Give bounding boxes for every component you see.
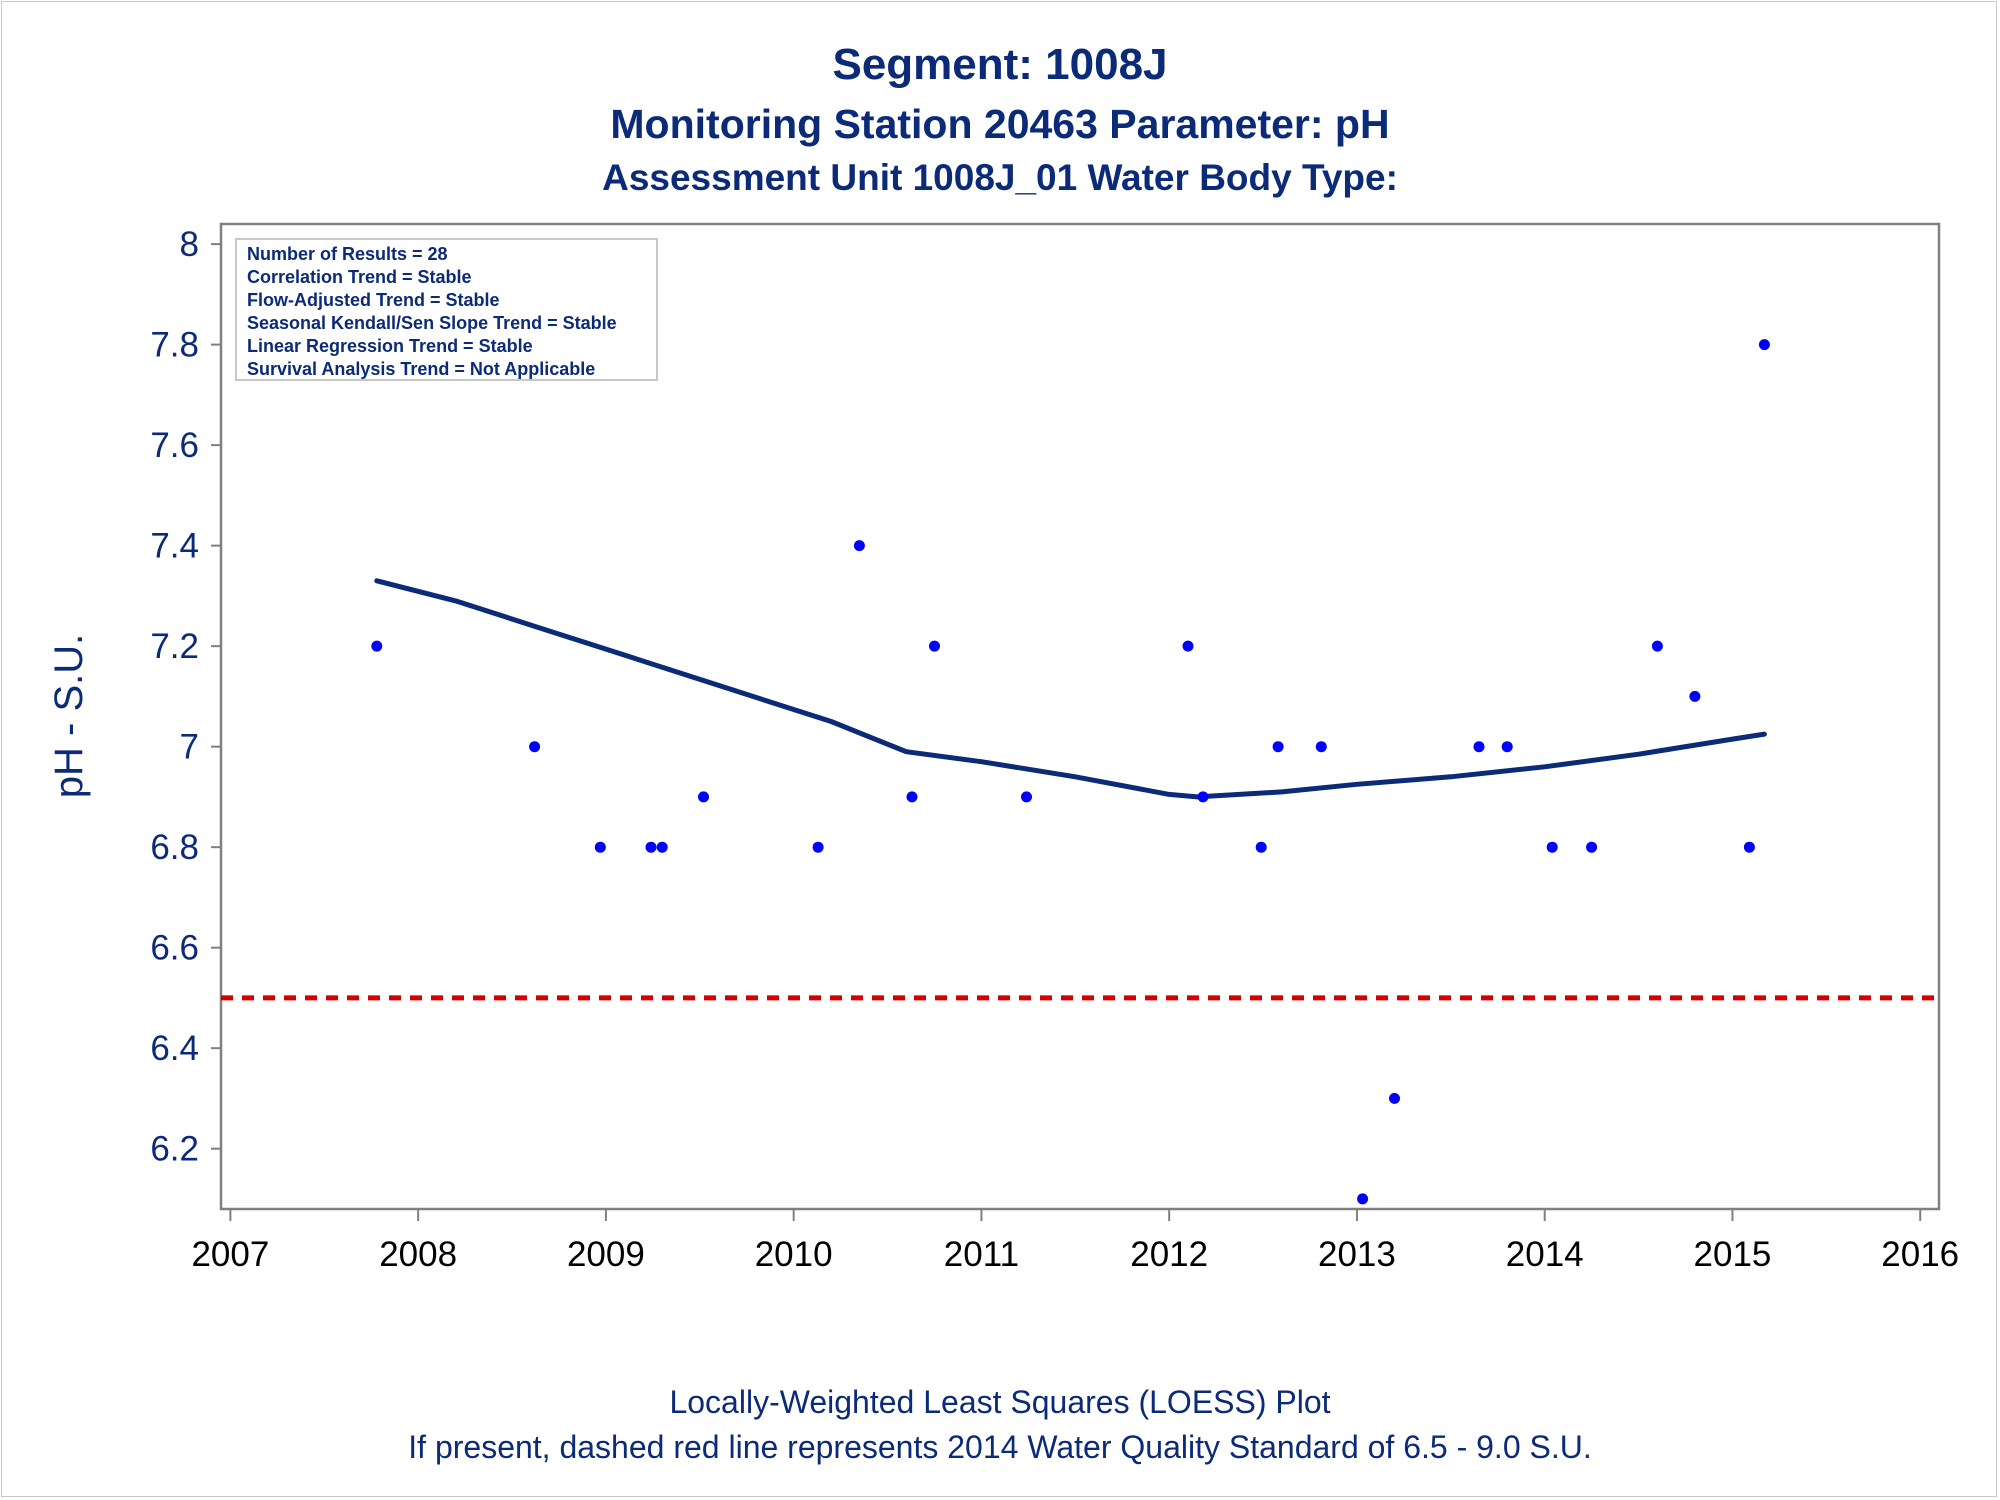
data-point: [1315, 741, 1327, 753]
stat-number-of-results: Number of Results = 28: [247, 244, 448, 264]
data-point: [1389, 1092, 1400, 1104]
data-point: [1501, 741, 1513, 753]
y-tick-label: 7: [180, 728, 199, 767]
data-point: [1651, 640, 1663, 652]
stat-linear-regression-trend: Linear Regression Trend = Stable: [247, 336, 533, 356]
data-point: [853, 540, 865, 552]
y-axis-label: pH - S.U.: [47, 634, 91, 798]
stats-box-border: [235, 238, 658, 381]
data-point: [1743, 841, 1755, 853]
x-tick-label: 2014: [1506, 1235, 1584, 1274]
y-axis: 6.2 6.4 6.6 6.8 7 7.2 7.4 7.6 7.8 8: [150, 225, 221, 1169]
data-point: [656, 841, 668, 853]
data-point: [1689, 690, 1701, 702]
chart-subtitle-assessment: Assessment Unit 1008J_01 Water Body Type…: [602, 157, 1398, 198]
x-tick-label: 2013: [1318, 1235, 1396, 1274]
loess-curve: [374, 578, 1767, 800]
data-point: [698, 791, 709, 803]
data-point: [529, 741, 541, 753]
data-point: [1197, 791, 1209, 803]
data-point: [1182, 640, 1194, 652]
footer-plot-type: Locally-Weighted Least Squares (LOESS) P…: [669, 1384, 1330, 1420]
x-tick-label: 2012: [1130, 1235, 1208, 1274]
stat-survival-analysis-trend: Survival Analysis Trend = Not Applicable: [247, 359, 595, 379]
x-tick-label: 2008: [379, 1235, 457, 1274]
data-point: [906, 791, 918, 803]
y-tick-label: 6.2: [150, 1130, 199, 1169]
x-tick-label: 2007: [191, 1235, 269, 1274]
data-point: [929, 640, 940, 652]
data-point: [1272, 741, 1284, 753]
x-tick-label: 2011: [944, 1235, 1019, 1274]
data-point: [594, 841, 606, 853]
x-tick-label: 2015: [1694, 1235, 1772, 1274]
chart-subtitle-station: Monitoring Station 20463 Parameter: pH: [610, 101, 1389, 147]
x-tick-label: 2009: [567, 1235, 645, 1274]
data-point: [1758, 339, 1770, 351]
footer-standard-note: If present, dashed red line represents 2…: [408, 1429, 1591, 1465]
data-point: [371, 640, 383, 652]
data-point: [1357, 1193, 1369, 1205]
chart-title: Segment: 1008J: [832, 40, 1167, 89]
y-tick-label: 8: [180, 225, 199, 264]
data-point: [1021, 791, 1032, 803]
x-tick-label: 2016: [1881, 1235, 1959, 1274]
y-tick-label: 7.6: [150, 426, 199, 465]
data-point: [1586, 841, 1598, 853]
loess-line: [374, 578, 1767, 800]
data-point: [645, 841, 657, 853]
y-tick-label: 6.4: [150, 1029, 199, 1068]
data-points: [371, 238, 1770, 1205]
data-point: [1546, 841, 1558, 853]
x-tick-label: 2010: [755, 1235, 833, 1274]
x-axis: 2007 2008 2009 2010 2011 2012 2013 2014 2015 2016: [191, 1209, 1959, 1274]
data-point: [1255, 841, 1267, 853]
trend-stats-box: Number of Results = 28 Correlation Trend…: [235, 238, 658, 381]
y-tick-label: 7.2: [150, 627, 199, 666]
plot-area: [219, 222, 1941, 1211]
y-tick-label: 6.8: [150, 828, 199, 867]
y-tick-label: 7.4: [150, 527, 199, 566]
data-point: [1473, 741, 1485, 753]
stat-flow-adjusted-trend: Flow-Adjusted Trend = Stable: [247, 290, 500, 310]
y-tick-label: 6.6: [150, 929, 199, 968]
stat-correlation-trend: Correlation Trend = Stable: [247, 267, 472, 287]
y-tick-label: 7.8: [150, 326, 199, 365]
stat-seasonal-kendall-trend: Seasonal Kendall/Sen Slope Trend = Stabl…: [247, 313, 617, 333]
data-point: [812, 841, 824, 853]
